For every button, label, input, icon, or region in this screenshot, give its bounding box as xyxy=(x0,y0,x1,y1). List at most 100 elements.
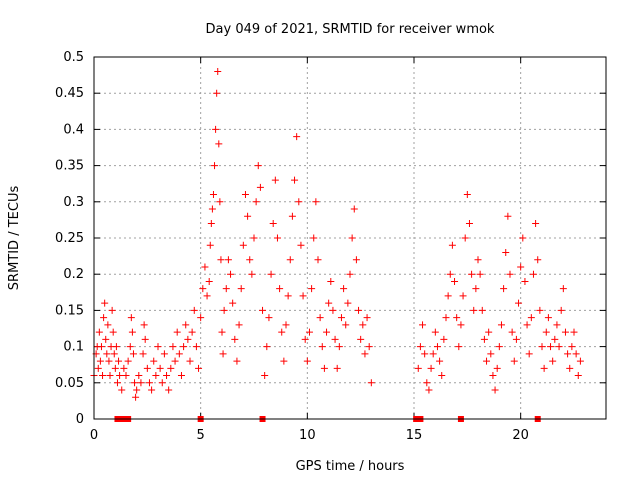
ticks: 0 0.05 0.1 0.15 0.2 0.25 0.3 0.35 0.4 0.45 0.5 0 5 10… xyxy=(55,50,606,443)
data-point xyxy=(500,285,508,293)
data-point xyxy=(540,364,548,372)
data-point xyxy=(342,321,350,329)
data-point xyxy=(574,372,582,380)
data-point xyxy=(517,263,525,271)
data-point xyxy=(346,270,354,278)
data-point xyxy=(145,379,153,387)
data-point xyxy=(352,256,360,264)
data-point xyxy=(308,285,316,293)
data-point xyxy=(436,357,444,365)
data-point xyxy=(502,248,510,256)
data-point xyxy=(478,306,486,314)
data-point xyxy=(305,328,313,336)
data-point xyxy=(108,306,116,314)
data-point xyxy=(523,321,531,329)
data-point xyxy=(237,285,245,293)
data-point xyxy=(350,205,358,213)
data-point xyxy=(282,321,290,329)
data-point xyxy=(192,343,200,351)
data-point xyxy=(529,270,537,278)
data-point xyxy=(171,357,179,365)
data-point xyxy=(316,314,324,322)
data-point xyxy=(212,125,220,133)
y-tick-label: 0.3 xyxy=(63,195,84,210)
data-point xyxy=(109,328,117,336)
data-point xyxy=(96,357,104,365)
data-point xyxy=(207,220,215,228)
data-point xyxy=(197,314,205,322)
data-point xyxy=(180,343,188,351)
data-point xyxy=(213,89,221,97)
data-point xyxy=(160,350,168,358)
data-point xyxy=(132,393,140,401)
y-tick-label: 0.05 xyxy=(55,376,84,391)
data-point xyxy=(333,364,341,372)
data-point xyxy=(442,314,450,322)
data-points xyxy=(90,67,584,401)
data-point xyxy=(280,357,288,365)
data-point xyxy=(112,343,120,351)
x-tick-label: 20 xyxy=(512,428,529,443)
data-point xyxy=(215,140,223,148)
data-point xyxy=(538,343,546,351)
data-point xyxy=(421,350,429,358)
data-point xyxy=(104,321,112,329)
data-point xyxy=(120,364,128,372)
data-point xyxy=(433,343,441,351)
data-point xyxy=(175,350,183,358)
data-point xyxy=(457,321,465,329)
data-point xyxy=(527,314,535,322)
data-point xyxy=(256,183,264,191)
data-point xyxy=(572,350,580,358)
data-point xyxy=(173,328,181,336)
data-point xyxy=(534,256,542,264)
data-point xyxy=(461,234,469,242)
data-point xyxy=(329,306,337,314)
data-point xyxy=(367,379,375,387)
data-point xyxy=(453,314,461,322)
data-point xyxy=(220,306,228,314)
data-point xyxy=(154,343,162,351)
data-point xyxy=(463,191,471,199)
data-point xyxy=(312,198,320,206)
data-point xyxy=(208,205,216,213)
y-tick-label: 0.15 xyxy=(55,303,84,318)
data-point xyxy=(177,372,185,380)
data-point xyxy=(318,343,326,351)
data-point xyxy=(241,191,249,199)
data-point xyxy=(495,343,503,351)
data-point xyxy=(211,162,219,170)
data-point xyxy=(419,321,427,329)
data-point xyxy=(459,292,467,300)
data-point xyxy=(536,306,544,314)
y-tick-label: 0 xyxy=(76,412,84,427)
data-point xyxy=(508,328,516,336)
data-point xyxy=(105,357,113,365)
data-point xyxy=(476,270,484,278)
data-point xyxy=(363,314,371,322)
data-point xyxy=(295,198,303,206)
data-point xyxy=(206,241,214,249)
data-point xyxy=(137,379,145,387)
data-point xyxy=(113,379,121,387)
data-point xyxy=(525,350,533,358)
data-point xyxy=(199,285,207,293)
data-point xyxy=(423,379,431,387)
data-point xyxy=(303,357,311,365)
data-point xyxy=(97,343,105,351)
data-point xyxy=(116,372,124,380)
data-point xyxy=(254,162,262,170)
data-point xyxy=(131,379,139,387)
data-point xyxy=(576,357,584,365)
data-point xyxy=(271,176,279,184)
data-point xyxy=(231,335,239,343)
data-point xyxy=(235,321,243,329)
data-point xyxy=(129,350,137,358)
y-axis-label: SRMTID / TECUs xyxy=(7,186,22,291)
data-point xyxy=(216,198,224,206)
data-point xyxy=(259,306,267,314)
data-point xyxy=(284,292,292,300)
data-point xyxy=(506,270,514,278)
data-point xyxy=(140,321,148,329)
data-point xyxy=(152,372,160,380)
